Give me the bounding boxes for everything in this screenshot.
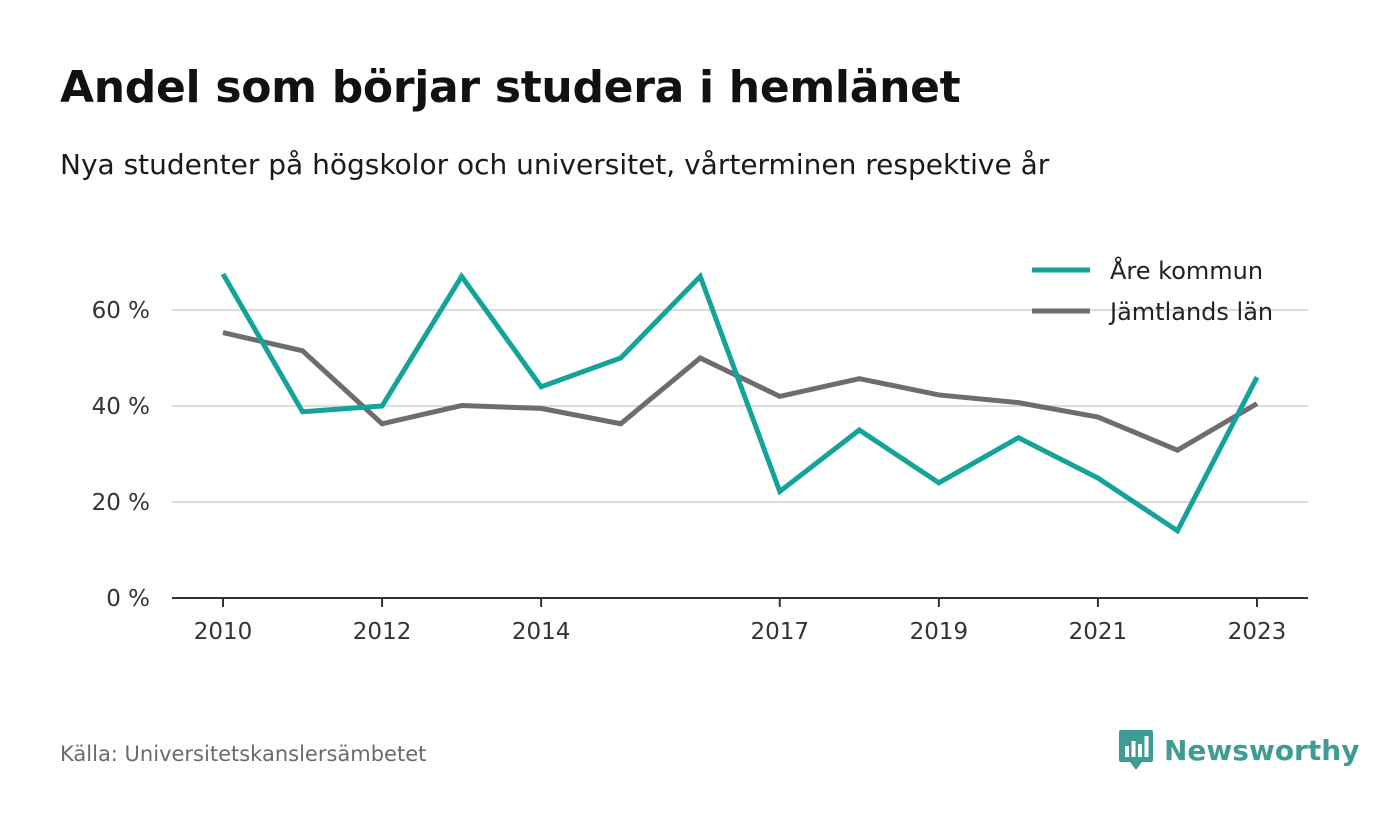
x-tick-label: 2021 (1069, 619, 1128, 645)
source-note: Källa: Universitetskanslersämbetet (60, 742, 427, 766)
chart-title: Andel som börjar studera i hemlänet (60, 62, 961, 113)
x-tick-label: 2010 (194, 619, 253, 645)
y-tick-label: 40 % (92, 394, 150, 420)
x-tick-label: 2012 (353, 619, 412, 645)
brand-logo[interactable]: Newsworthy (1118, 728, 1359, 772)
chart-subtitle: Nya studenter på högskolor och universit… (60, 148, 1050, 181)
legend-label-1: Åre kommun (1110, 256, 1263, 285)
series-line-2 (222, 330, 1259, 453)
brand-name: Newsworthy (1164, 733, 1360, 767)
newsworthy-logo-icon (1119, 730, 1153, 770)
y-tick-label: 0 % (106, 586, 150, 612)
series-line-1 (220, 271, 1260, 535)
x-tick-label: 2014 (512, 619, 571, 645)
x-tick-label: 2023 (1228, 619, 1287, 645)
y-tick-label: 60 % (92, 298, 150, 324)
y-tick-label: 20 % (92, 490, 150, 516)
x-tick-label: 2019 (910, 619, 969, 645)
legend-label-2: Jämtlands län (1108, 298, 1273, 326)
x-tick-label: 2017 (750, 619, 809, 645)
